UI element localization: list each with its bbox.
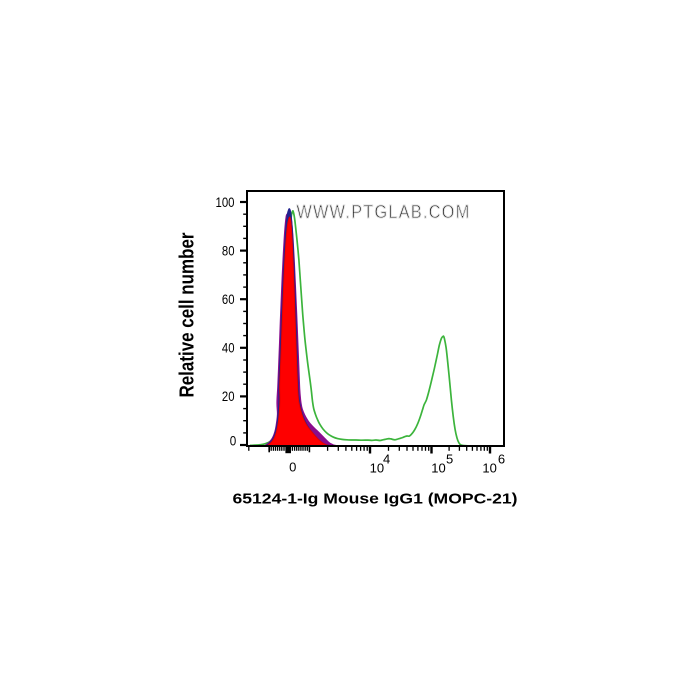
svg-text:WWW.PTGLAB.COM: WWW.PTGLAB.COM (297, 202, 471, 222)
svg-text:6: 6 (498, 451, 505, 466)
svg-text:65124-1-Ig Mouse IgG1 (MOPC-21: 65124-1-Ig Mouse IgG1 (MOPC-21) (233, 491, 518, 508)
svg-text:10: 10 (482, 461, 496, 476)
svg-text:40: 40 (222, 340, 235, 356)
svg-text:100: 100 (216, 194, 235, 210)
svg-text:0: 0 (230, 432, 237, 448)
svg-text:80: 80 (222, 242, 235, 258)
svg-text:4: 4 (383, 451, 390, 466)
svg-text:10: 10 (370, 461, 384, 476)
svg-text:20: 20 (222, 388, 235, 404)
svg-text:10: 10 (431, 461, 445, 476)
svg-text:60: 60 (222, 291, 235, 307)
svg-text:Relative cell number: Relative cell number (177, 232, 199, 397)
svg-text:0: 0 (289, 460, 296, 475)
svg-text:5: 5 (446, 451, 453, 466)
